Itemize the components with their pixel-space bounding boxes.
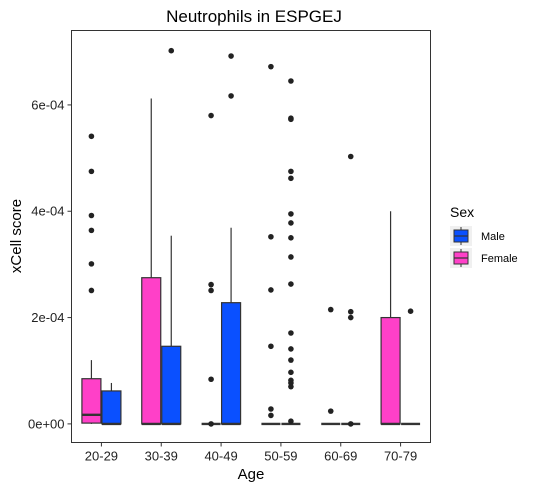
legend: Sex Male Female — [450, 204, 518, 268]
box-group — [161, 47, 182, 426]
female-outlier-point — [88, 168, 95, 175]
x-tick-label: 60-69 — [324, 449, 357, 464]
x-axis: 20-29 30-39 40-49 50-59 60-69 70-79 — [85, 442, 417, 464]
y-axis: 0e+00 2e-04 4e-04 6e-04 — [28, 97, 72, 431]
female-outlier-point — [88, 227, 95, 234]
male-outlier-point — [288, 115, 294, 122]
female-outlier-point — [268, 287, 274, 293]
x-tick-label: 20-29 — [85, 449, 118, 464]
legend-title: Sex — [450, 204, 474, 220]
male-outlier-point — [288, 78, 294, 84]
box-group — [81, 133, 102, 424]
x-tick-label: 30-39 — [145, 449, 178, 464]
male-outlier-point — [228, 53, 234, 59]
female-box — [81, 378, 102, 424]
female-outlier-point — [88, 287, 95, 294]
female-outlier-point — [88, 261, 95, 267]
legend-label: Female — [481, 253, 518, 265]
male-outlier-point — [347, 421, 354, 427]
male-outlier-point — [347, 153, 354, 160]
male-outlier-point — [288, 330, 294, 336]
box-group — [101, 382, 122, 426]
male-box — [161, 345, 182, 425]
y-tick-label: 4e-04 — [31, 204, 64, 219]
box-group — [321, 306, 341, 426]
male-outlier-point — [288, 235, 294, 241]
x-axis-title: Age — [238, 466, 265, 483]
female-outlier-point — [208, 421, 214, 427]
male-box — [101, 390, 122, 425]
male-outlier-point — [288, 220, 294, 226]
male-outlier-point — [288, 168, 294, 175]
box-group — [141, 98, 162, 426]
y-tick-label: 2e-04 — [31, 310, 64, 325]
male-outlier-point — [288, 254, 294, 260]
male-box — [220, 302, 242, 425]
female-outlier-point — [268, 233, 274, 240]
female-outlier-point — [88, 133, 95, 140]
x-tick-label: 70-79 — [384, 449, 417, 464]
female-outlier-point — [268, 412, 274, 419]
box-group — [401, 308, 421, 426]
male-outlier-point — [288, 175, 294, 182]
y-tick-label: 0e+00 — [28, 416, 65, 431]
male-outlier-point — [288, 357, 294, 363]
female-outlier-point — [208, 281, 214, 288]
box-group — [380, 211, 401, 426]
x-tick-label: 50-59 — [264, 449, 297, 464]
female-outlier-point — [327, 306, 334, 313]
female-outlier-point — [88, 212, 95, 219]
female-box — [380, 316, 401, 425]
male-outlier-point — [288, 281, 294, 287]
box-group — [220, 53, 242, 426]
legend-label: Male — [481, 231, 505, 243]
female-outlier-point — [327, 408, 334, 414]
legend-entry-female: Female — [450, 248, 518, 268]
male-outlier-point — [288, 211, 294, 217]
female-outlier-point — [208, 287, 214, 294]
box-group — [281, 78, 301, 426]
box-group — [201, 112, 221, 427]
chart-marks — [81, 47, 421, 427]
male-outlier-point — [288, 418, 294, 425]
male-outlier-point — [288, 377, 294, 384]
male-outlier-point — [347, 314, 354, 321]
box-group — [261, 63, 281, 426]
legend-entry-male: Male — [450, 226, 505, 246]
male-outlier-point — [288, 346, 294, 352]
x-tick-label: 40-49 — [204, 449, 237, 464]
y-tick-label: 6e-04 — [31, 97, 64, 112]
box-group — [341, 153, 361, 427]
female-outlier-point — [268, 63, 274, 70]
male-outlier-point — [288, 369, 294, 376]
female-outlier-point — [268, 343, 274, 350]
y-axis-title: xCell score — [8, 199, 25, 273]
male-outlier-point — [347, 308, 354, 315]
female-outlier-point — [268, 406, 274, 412]
male-outlier-point — [407, 308, 414, 314]
chart-title: Neutrophils in ESPGEJ — [166, 7, 342, 26]
female-box — [141, 277, 162, 425]
female-outlier-point — [208, 112, 214, 119]
male-outlier-point — [228, 93, 234, 99]
plot-panel — [71, 30, 431, 443]
male-outlier-point — [168, 47, 175, 54]
female-outlier-point — [208, 376, 214, 383]
